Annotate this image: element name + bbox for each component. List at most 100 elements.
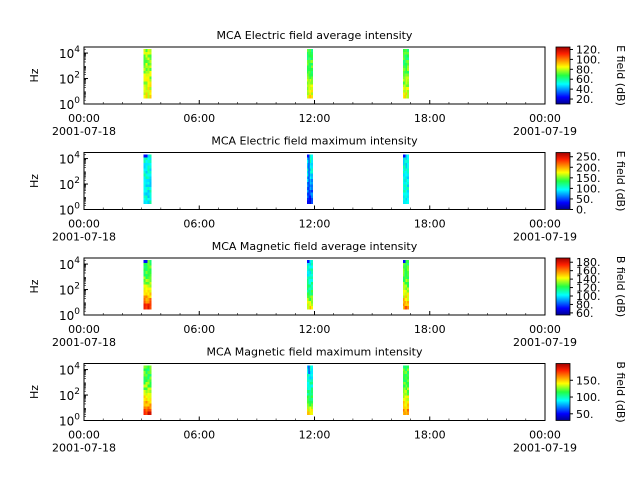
spectrogram-cell [145,187,148,191]
spectrogram-cell [405,62,408,66]
spectrogram-cell [145,179,148,183]
spectrogram-cell [402,60,405,64]
spectrogram-cell [308,281,311,285]
spectrogram-cell [149,51,152,56]
spectrogram-cell [407,73,410,77]
spectrogram-cell [309,262,312,267]
spectrogram-cell [311,298,313,302]
spectrogram-cell [311,57,313,61]
spectrogram-cell [145,292,148,296]
spectrogram-cell [405,189,408,193]
spectrogram-cell [404,398,407,402]
spectrogram-cell [407,181,410,185]
spectrogram-cell [311,281,313,285]
spectrogram-cell [143,373,146,377]
spectrogram-cell [402,154,405,158]
spectrogram-cell [405,409,408,413]
spectrogram-cell [309,295,312,299]
spectrogram-cell [407,281,410,285]
spectrogram-cell [404,303,407,307]
spectrogram-cell [145,170,148,175]
spectrogram-cell [145,154,148,158]
spectrogram-cell [149,62,152,66]
spectrogram-cell [143,160,146,164]
spectrogram-cell [404,268,407,272]
spectrogram-cell [306,411,309,415]
spectrogram-cell [405,392,408,396]
spectrogram-cell [404,390,407,394]
spectrogram-cell [147,78,150,83]
spectrogram-cell [143,289,146,294]
spectrogram-cell [311,173,313,177]
spectrogram-cell [407,287,410,291]
spectrogram-cell [149,390,152,394]
spectrogram-cell [402,390,405,394]
spectrogram-cell [145,192,148,196]
spectrogram-cell [407,381,410,386]
spectrogram-cell [147,173,150,177]
spectrogram-cell [306,170,309,175]
colorbar-gradient [555,363,571,421]
spectrogram-cell [309,198,312,202]
spectrogram-cell [143,365,146,369]
spectrogram-cell [149,165,152,169]
spectrogram-cell [143,395,146,399]
x-tick-label: 06:00 [183,218,215,231]
spectrogram-cell [145,81,148,85]
spectrogram-cell [404,89,407,93]
spectrogram-cell [308,89,311,93]
spectrogram-cell [308,181,311,185]
spectrogram-cell [147,300,150,304]
y-tick-label: 104 [59,256,80,272]
spectrogram-cell [308,189,311,193]
spectrogram-cell [404,187,407,191]
spectrogram-cell [405,373,408,377]
spectrogram-cell [404,51,407,56]
spectrogram-cell [308,154,311,158]
spectrogram-cell [407,409,410,413]
spectrogram-cell [145,379,148,383]
spectrogram-cell [308,287,311,291]
spectrogram-cell [147,268,150,272]
spectrogram-cell [149,162,152,166]
spectrogram-cell [311,162,313,166]
spectrogram-cell [143,68,146,72]
spectrogram-cell [402,95,405,99]
spectrogram-cell [402,381,405,386]
spectrogram-cell [402,376,405,380]
spectrogram-cell [404,411,407,415]
spectrogram-cell [306,392,309,396]
spectrogram-cell [306,289,309,294]
spectrogram-cell [407,81,410,85]
spectrogram-cell [405,395,408,399]
spectrogram-cell [405,289,408,294]
spectrogram-cell [306,49,309,53]
spectrogram-cell [407,54,410,58]
colorbar: 60.80.100.120.140.160.180. B field (dB) [555,256,627,320]
spectrogram-cell [311,384,313,388]
spectrogram-cell [145,265,148,269]
spectrogram-cell [149,168,152,172]
spectrogram-cell [308,403,311,407]
spectrogram-cell [311,179,313,183]
spectrogram-cell [402,200,405,204]
colorbar-tick-label: 20. [576,93,594,106]
spectrogram-cell [306,381,309,386]
spectrogram-cell [402,411,405,415]
spectrogram-cell [308,262,311,267]
spectrogram-cell [402,168,405,172]
spectrogram-cell [309,265,312,269]
colorbar-tick-label: 140. [576,273,601,286]
spectrogram-cell [404,179,407,183]
spectrogram-cell [149,289,152,294]
spectrogram-cell [143,384,146,388]
spectrogram-cell [311,62,313,66]
spectrogram-cell [311,95,313,99]
spectrogram-cell [407,379,410,383]
spectrogram-cell [145,92,148,96]
spectrogram-cell [145,403,148,407]
spectrogram-cell [309,170,312,175]
spectrogram-cell [311,87,313,91]
spectrogram-cell [306,78,309,83]
spectrogram-cell [306,173,309,177]
